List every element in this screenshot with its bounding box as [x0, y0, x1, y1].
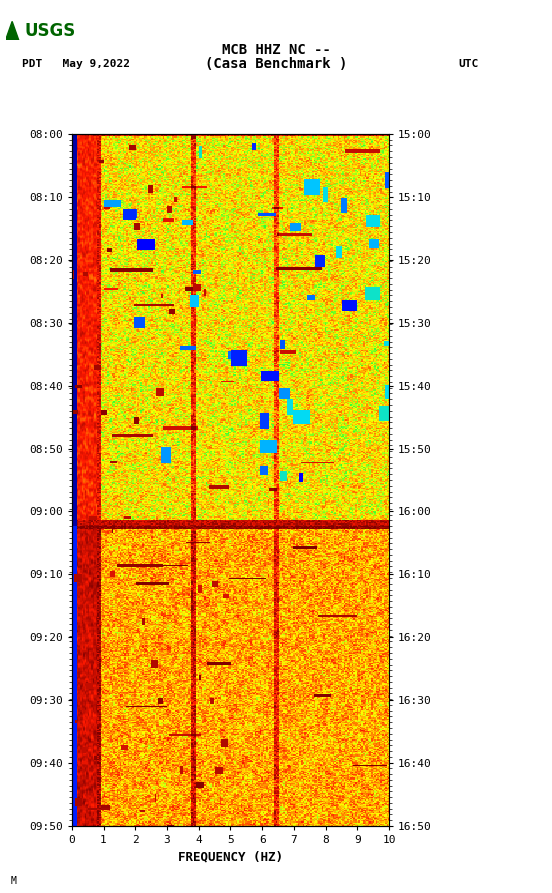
Polygon shape: [6, 21, 19, 40]
Text: PDT   May 9,2022: PDT May 9,2022: [22, 59, 130, 70]
X-axis label: FREQUENCY (HZ): FREQUENCY (HZ): [178, 851, 283, 864]
Text: USGS: USGS: [24, 21, 75, 40]
Text: (Casa Benchmark ): (Casa Benchmark ): [205, 57, 347, 71]
Text: M: M: [11, 876, 17, 886]
Text: MCB HHZ NC --: MCB HHZ NC --: [221, 43, 331, 57]
Text: UTC: UTC: [458, 59, 479, 70]
